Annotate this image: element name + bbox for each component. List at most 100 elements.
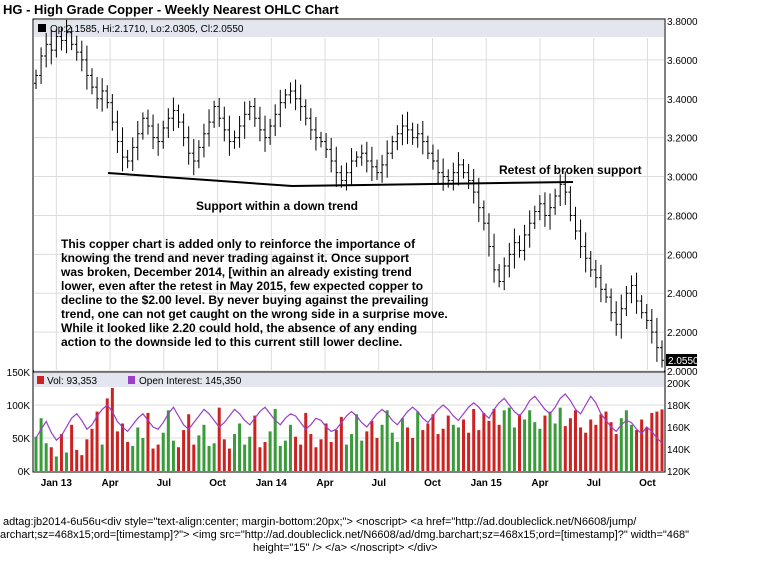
price-tick-label: 2.2000 (667, 328, 698, 339)
open-interest-tick-label: 180K (667, 401, 691, 412)
volume-bar (238, 423, 242, 471)
volume-bar (299, 444, 303, 471)
volume-bar (187, 414, 191, 471)
volume-bar (329, 441, 333, 471)
volume-bar (619, 418, 623, 471)
support-trendline-left (107, 172, 293, 187)
date-tick-label: Apr (531, 478, 548, 489)
ohlc-bar (303, 99, 308, 126)
volume-bar (70, 424, 74, 471)
volume-bar (65, 452, 69, 471)
ohlc-bar (614, 301, 619, 336)
support-trendline-right (291, 181, 574, 187)
volume-bar (324, 423, 328, 471)
volume-bar (283, 440, 287, 471)
ohlc-bar (110, 94, 115, 131)
volume-bar (54, 456, 58, 471)
date-tick-label: Jan 15 (471, 478, 503, 489)
volume-bar (258, 447, 262, 471)
volume-bar (75, 449, 79, 471)
volume-bar (243, 444, 247, 471)
ohlc-bar (293, 79, 298, 111)
volume-bar (538, 428, 542, 471)
volume-bar (548, 411, 552, 471)
ohlc-bar (364, 141, 369, 173)
volume-bar (640, 419, 644, 471)
ohlc-values-label: Op:2.1585, Hi:2.1710, Lo:2.0305, Cl:2.05… (50, 24, 244, 35)
commentary-line-5: decline to the $2.00 level. By never buy… (61, 293, 428, 307)
price-tick-label: 2.4000 (667, 289, 698, 300)
last-price-label: 2.0550 (668, 356, 699, 367)
volume-bar (49, 447, 53, 471)
volume-bar (604, 411, 608, 471)
ohlc-bar (278, 89, 283, 128)
volume-bar (584, 432, 588, 471)
volume-bar (446, 415, 450, 471)
ohlc-bar (451, 162, 456, 191)
date-tick-label: Oct (424, 478, 441, 489)
ohlc-bar (634, 272, 639, 314)
vol-legend-swatch (37, 376, 44, 384)
footer-line-1: adtag:jb2014-6u56u<div style="text-align… (3, 516, 637, 528)
ohlc-bar (512, 228, 517, 269)
ohlc-bar (573, 206, 578, 240)
ohlc-bar (140, 112, 145, 140)
volume-bar (146, 412, 150, 471)
volume-bar (344, 444, 348, 471)
ohlc-bar (593, 259, 598, 288)
volume-bar (635, 430, 639, 471)
ohlc-bar (115, 110, 120, 153)
ohlc-bar (425, 135, 430, 160)
ohlc-bar (583, 232, 588, 273)
ohlc-bar (313, 117, 318, 151)
volume-bar (594, 424, 598, 471)
volume-bar (512, 427, 516, 471)
volume-bar (477, 430, 481, 471)
ohlc-bar (186, 126, 191, 165)
ohlc-bar (324, 132, 329, 158)
price-grid (34, 20, 664, 372)
volume-bar (487, 420, 491, 471)
volume-bar (441, 428, 445, 471)
volume-bar (309, 434, 313, 471)
volume-bar (624, 410, 628, 471)
volume-bars (34, 388, 664, 471)
ohlc-bar (649, 309, 654, 344)
volume-bar (227, 448, 231, 471)
volume-bar (360, 440, 364, 471)
ohlc-bar (578, 219, 583, 258)
volume-bar (314, 447, 318, 471)
volume-bar (151, 448, 155, 471)
volume-bar (573, 410, 577, 471)
volume-bar (217, 407, 221, 471)
volume-bar (385, 410, 389, 471)
ohlc-bar (334, 146, 339, 187)
commentary-line-1: This copper chart is added only to reinf… (61, 237, 416, 251)
volume-bar (456, 427, 460, 471)
open-interest-tick-label: 160K (667, 423, 691, 434)
volume-bar (589, 419, 593, 471)
volume-bar (273, 408, 277, 471)
ohlc-bar (354, 151, 359, 167)
ohlc-bar (95, 77, 100, 109)
volume-bar (105, 398, 109, 471)
ohlc-bar (49, 30, 54, 65)
volume-bar (416, 411, 420, 471)
ohlc-bar (390, 135, 395, 160)
volume-bar (553, 423, 557, 471)
ohlc-bar (130, 137, 135, 172)
ohlc-bar (558, 174, 563, 207)
volume-bar (451, 424, 455, 471)
volume-bar (156, 444, 160, 471)
ohlc-bar (227, 115, 232, 156)
ohlc-bar (166, 108, 171, 138)
volume-bar (182, 430, 186, 471)
volume-bar (370, 420, 374, 471)
volume-bar (645, 427, 649, 471)
volume-bar (436, 434, 440, 471)
last-price-box (666, 354, 697, 366)
ohlc-bar (598, 264, 603, 303)
ohlc-bar (507, 242, 512, 278)
ohlc-bar (527, 210, 532, 248)
ohlc-bar (222, 106, 227, 142)
